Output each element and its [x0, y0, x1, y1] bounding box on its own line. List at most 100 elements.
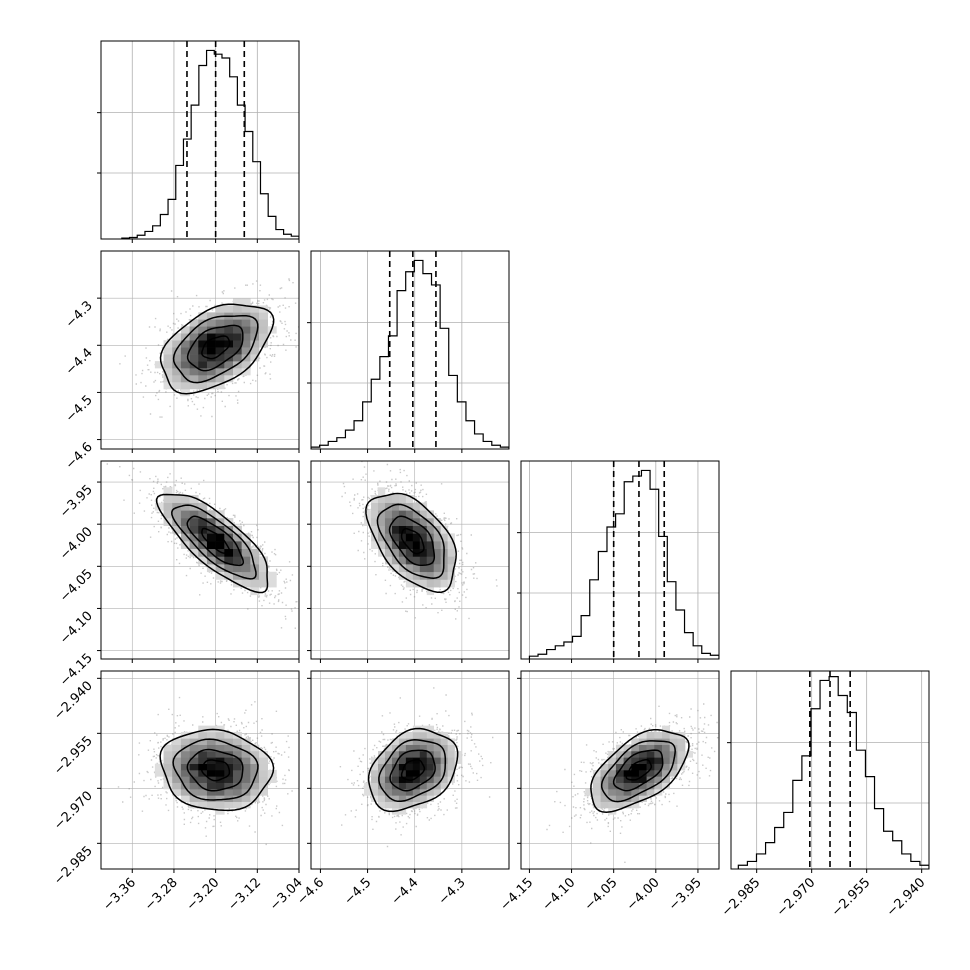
density-cell [631, 789, 640, 796]
density-cell [215, 368, 225, 376]
density-cell [180, 361, 190, 369]
density-cell [224, 347, 234, 355]
density-cell [677, 750, 686, 758]
density-cell [608, 795, 617, 802]
density-cell [412, 571, 421, 580]
density-cell [412, 770, 421, 777]
density-cell [419, 579, 428, 588]
x-tick-label: −3.20 [184, 875, 223, 914]
density-cell [371, 502, 379, 511]
density-cell [180, 750, 190, 758]
y-tick-label: −4.5 [63, 393, 96, 426]
density-cell [646, 757, 655, 764]
density-cell [391, 750, 400, 758]
density-cell [623, 789, 632, 796]
density-cell [426, 525, 435, 534]
density-cell [180, 776, 190, 783]
density-cell [433, 731, 441, 739]
density-cell [608, 782, 617, 790]
histogram-line [737, 676, 929, 869]
density-cell [405, 782, 414, 790]
panel-content [101, 461, 299, 659]
density-cell [232, 750, 242, 758]
density-cell [623, 763, 632, 771]
density-cell [419, 518, 428, 526]
density-cell [198, 326, 208, 334]
density-cell [592, 801, 601, 809]
panel-frame [100, 670, 300, 870]
density-cell [391, 494, 400, 503]
density-cell [206, 731, 216, 739]
density-cell [433, 579, 441, 588]
density-cell [224, 525, 234, 534]
density-cell [206, 782, 216, 790]
density-cell [215, 731, 225, 739]
density-cell [215, 340, 225, 348]
density-cell [241, 744, 251, 752]
density-cell [232, 763, 242, 771]
density-cell [163, 340, 173, 348]
density-cell [250, 347, 260, 355]
density-cell [180, 770, 190, 777]
density-cell [440, 738, 448, 745]
density-cell [405, 744, 414, 752]
y-tick-label: −2.985 [51, 844, 96, 889]
density-cell [378, 789, 386, 796]
density-cell [440, 757, 448, 764]
density-cell [215, 548, 225, 557]
density-cell [189, 533, 199, 542]
contour-line-1 [388, 515, 436, 566]
density-cell [600, 801, 609, 809]
density-cell [180, 368, 190, 376]
density-cell [241, 564, 251, 573]
density-cell [250, 354, 260, 362]
density-cell [447, 556, 455, 565]
density-cell [646, 744, 655, 752]
density-cell [384, 548, 393, 557]
density-cell [172, 368, 182, 376]
x-tick-label: −3.36 [100, 875, 139, 914]
density-cell [241, 354, 251, 362]
contour-line-3 [367, 727, 459, 813]
contour-line-0 [625, 758, 653, 781]
density-cell [215, 763, 225, 771]
density-cell [189, 375, 199, 383]
density-cell [398, 564, 407, 573]
panel-frame [100, 460, 300, 660]
density-cell [198, 801, 208, 809]
density-cell [631, 782, 640, 790]
density-cell [391, 556, 400, 565]
density-cell [615, 770, 624, 777]
y-tick-label: −2.955 [51, 734, 96, 779]
density-cell [412, 757, 421, 764]
density-cell [180, 333, 190, 341]
density-cell [198, 533, 208, 542]
density-cell [426, 770, 435, 777]
density-cell [412, 731, 421, 739]
density-cell [215, 305, 225, 313]
density-cell [250, 305, 260, 313]
density-cell [189, 789, 199, 796]
density-cell [232, 548, 242, 557]
density-cell [391, 541, 400, 550]
x-tick-label: −4.15 [497, 875, 536, 914]
density-cell [405, 750, 414, 758]
density-cell [180, 757, 190, 764]
density-cell [384, 763, 393, 771]
density-cell [608, 801, 617, 809]
density-cell [154, 361, 164, 369]
density-cell [224, 571, 234, 580]
density-cell [405, 533, 414, 542]
density-cell [405, 510, 414, 519]
density-cell [592, 770, 601, 777]
density-cell [391, 744, 400, 752]
density-cell [433, 738, 441, 745]
density-cell [426, 556, 435, 565]
density-cell [433, 776, 441, 783]
density-cell [412, 518, 421, 526]
density-cell [447, 564, 455, 573]
density-cell [433, 571, 441, 580]
density-cell [608, 789, 617, 796]
scatter-panel-2-0 [97, 460, 300, 663]
density-cell [405, 763, 414, 771]
